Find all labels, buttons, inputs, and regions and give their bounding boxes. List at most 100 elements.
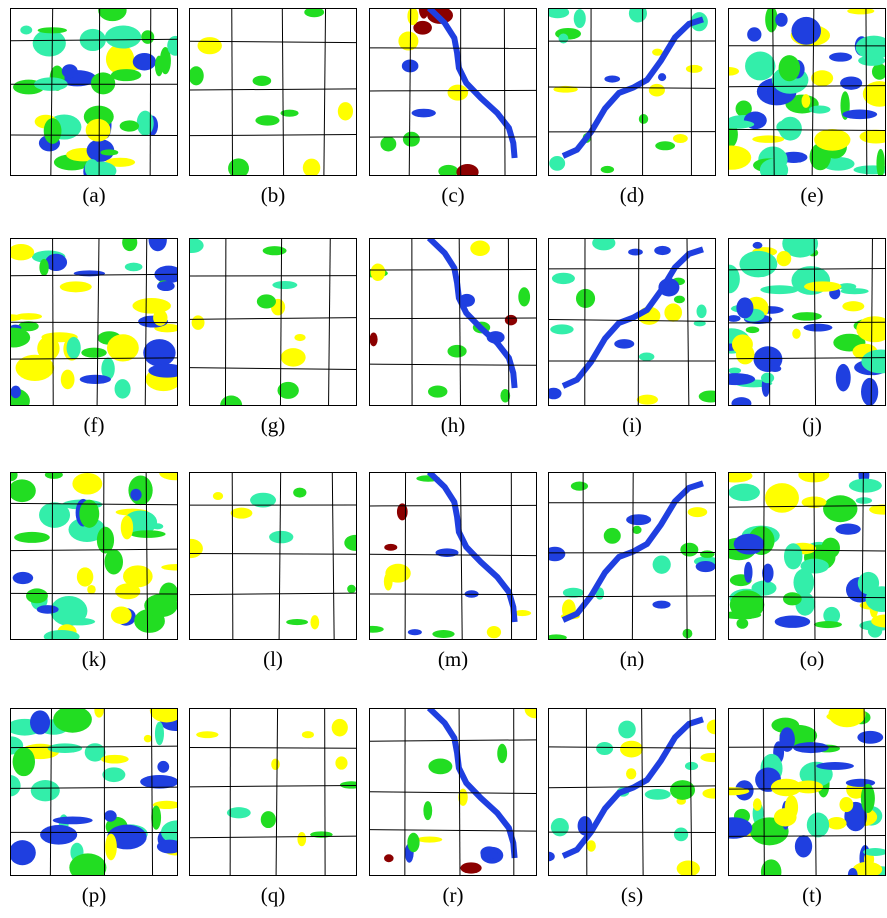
region — [829, 52, 853, 62]
region — [550, 324, 574, 335]
road — [503, 8, 506, 176]
region — [101, 357, 115, 381]
region — [398, 31, 419, 51]
panel — [728, 708, 886, 876]
region — [876, 148, 885, 176]
region — [782, 592, 802, 606]
region — [107, 824, 147, 850]
region — [152, 800, 178, 810]
region — [191, 315, 205, 330]
region — [776, 250, 792, 267]
road — [96, 238, 100, 406]
region — [847, 868, 858, 876]
region — [104, 25, 142, 49]
region — [119, 120, 140, 132]
region — [548, 634, 567, 640]
region — [159, 47, 171, 75]
region — [15, 313, 43, 320]
panel-label: (l) — [263, 647, 283, 671]
region — [18, 321, 39, 332]
region — [618, 720, 636, 739]
region — [826, 817, 847, 830]
region — [384, 543, 398, 551]
region — [43, 118, 62, 144]
region — [614, 339, 635, 349]
region — [230, 507, 253, 519]
panel-border — [548, 472, 716, 640]
road — [189, 88, 357, 91]
panel-label: (j) — [802, 413, 822, 437]
region — [638, 352, 655, 362]
region — [693, 320, 706, 327]
region — [847, 8, 875, 15]
region — [586, 840, 596, 852]
panel-border — [10, 472, 178, 640]
road — [728, 321, 886, 324]
region — [728, 483, 760, 502]
region — [110, 69, 142, 82]
region — [60, 369, 75, 390]
road — [231, 8, 234, 176]
region — [504, 314, 518, 326]
road — [369, 829, 537, 832]
panel-label: (e) — [800, 183, 823, 207]
region — [518, 287, 531, 307]
panel-border — [10, 708, 178, 876]
region — [731, 397, 752, 406]
region — [272, 280, 298, 290]
region — [39, 502, 71, 528]
region — [792, 742, 829, 754]
panel — [369, 8, 537, 176]
region — [736, 618, 749, 629]
road — [865, 8, 868, 176]
region — [826, 711, 856, 722]
region — [79, 499, 100, 528]
region — [369, 332, 378, 347]
region — [29, 710, 51, 735]
region — [628, 248, 643, 256]
panel-background — [189, 238, 357, 406]
panel-border — [369, 708, 537, 876]
region — [94, 708, 104, 718]
region — [10, 472, 18, 482]
region — [652, 555, 671, 574]
region — [814, 128, 851, 151]
road — [637, 238, 640, 406]
region — [480, 846, 498, 860]
region — [596, 741, 614, 756]
region — [297, 831, 307, 847]
road — [10, 592, 178, 595]
region — [10, 479, 36, 503]
region — [857, 571, 880, 595]
road — [10, 786, 178, 789]
panel — [189, 708, 357, 876]
region — [673, 827, 689, 842]
region — [53, 708, 92, 733]
panel-label: (g) — [261, 413, 286, 437]
panel — [369, 238, 537, 406]
road — [189, 553, 357, 555]
region — [416, 836, 443, 843]
region — [85, 118, 111, 142]
region — [122, 238, 138, 252]
region — [37, 336, 60, 361]
region — [774, 615, 811, 628]
road — [49, 708, 52, 876]
road — [328, 238, 331, 406]
region — [524, 708, 537, 719]
region — [768, 365, 782, 372]
region — [84, 743, 106, 762]
panel-border — [10, 8, 178, 176]
region — [600, 165, 615, 174]
region — [149, 708, 178, 723]
region — [735, 100, 752, 118]
region — [803, 323, 833, 332]
road — [10, 357, 178, 360]
region — [100, 149, 119, 156]
region — [50, 596, 88, 626]
road — [458, 238, 461, 406]
region — [69, 853, 107, 876]
region — [731, 334, 753, 355]
road — [728, 746, 886, 748]
region — [256, 294, 276, 309]
